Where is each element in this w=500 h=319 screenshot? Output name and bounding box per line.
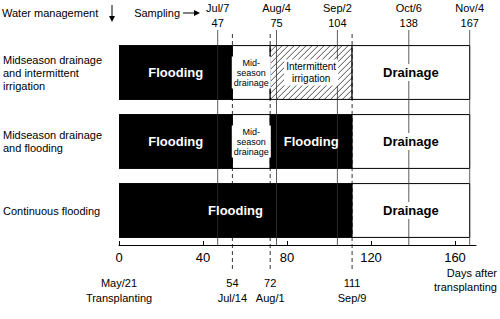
svg-text:111: 111 bbox=[344, 277, 361, 289]
svg-text:138: 138 bbox=[400, 17, 418, 29]
svg-text:Drainage: Drainage bbox=[383, 134, 439, 149]
svg-text:Jul/7: Jul/7 bbox=[206, 2, 229, 14]
svg-text:167: 167 bbox=[461, 17, 479, 29]
svg-text:Sep/2: Sep/2 bbox=[323, 2, 352, 14]
svg-text:40: 40 bbox=[196, 250, 210, 265]
svg-text:and flooding: and flooding bbox=[3, 142, 63, 154]
svg-text:72: 72 bbox=[264, 277, 276, 289]
svg-text:Midseason drainage: Midseason drainage bbox=[3, 129, 102, 141]
svg-text:Mid-: Mid- bbox=[243, 58, 261, 68]
svg-text:Midseason drainage: Midseason drainage bbox=[3, 54, 102, 66]
svg-text:Water management: Water management bbox=[2, 7, 98, 19]
svg-text:160: 160 bbox=[444, 250, 466, 265]
svg-text:Intermittent: Intermittent bbox=[286, 61, 336, 72]
svg-text:Transplanting: Transplanting bbox=[86, 292, 152, 304]
svg-text:Mid-: Mid- bbox=[243, 127, 261, 137]
svg-text:Oct/6: Oct/6 bbox=[396, 2, 422, 14]
svg-text:75: 75 bbox=[270, 17, 282, 29]
svg-text:Aug/1: Aug/1 bbox=[256, 292, 285, 304]
svg-text:and intermittent: and intermittent bbox=[3, 67, 79, 79]
svg-text:irrigation: irrigation bbox=[3, 80, 45, 92]
svg-text:transplanting: transplanting bbox=[434, 281, 497, 293]
svg-text:Continuous flooding: Continuous flooding bbox=[3, 205, 100, 217]
svg-text:Flooding: Flooding bbox=[284, 134, 339, 149]
svg-text:irrigation: irrigation bbox=[292, 73, 330, 84]
svg-text:May/21: May/21 bbox=[101, 277, 137, 289]
svg-text:120: 120 bbox=[360, 250, 382, 265]
svg-text:Flooding: Flooding bbox=[208, 203, 263, 218]
svg-text:Drainage: Drainage bbox=[383, 65, 439, 80]
svg-text:season: season bbox=[237, 68, 266, 78]
svg-text:season: season bbox=[237, 137, 266, 147]
svg-text:Drainage: Drainage bbox=[383, 203, 439, 218]
svg-text:Sampling: Sampling bbox=[134, 7, 180, 19]
svg-text:47: 47 bbox=[212, 17, 224, 29]
svg-text:drainage: drainage bbox=[234, 147, 269, 157]
svg-text:0: 0 bbox=[115, 250, 122, 265]
svg-text:Aug/4: Aug/4 bbox=[262, 2, 291, 14]
svg-text:Days after: Days after bbox=[447, 267, 497, 279]
svg-text:Flooding: Flooding bbox=[148, 65, 203, 80]
svg-text:104: 104 bbox=[328, 17, 346, 29]
svg-text:Nov/4: Nov/4 bbox=[455, 2, 484, 14]
svg-text:Sep/9: Sep/9 bbox=[338, 292, 367, 304]
svg-text:drainage: drainage bbox=[234, 78, 269, 88]
svg-text:Flooding: Flooding bbox=[148, 134, 203, 149]
svg-text:Jul/14: Jul/14 bbox=[218, 292, 247, 304]
svg-text:80: 80 bbox=[280, 250, 294, 265]
svg-text:54: 54 bbox=[226, 277, 238, 289]
